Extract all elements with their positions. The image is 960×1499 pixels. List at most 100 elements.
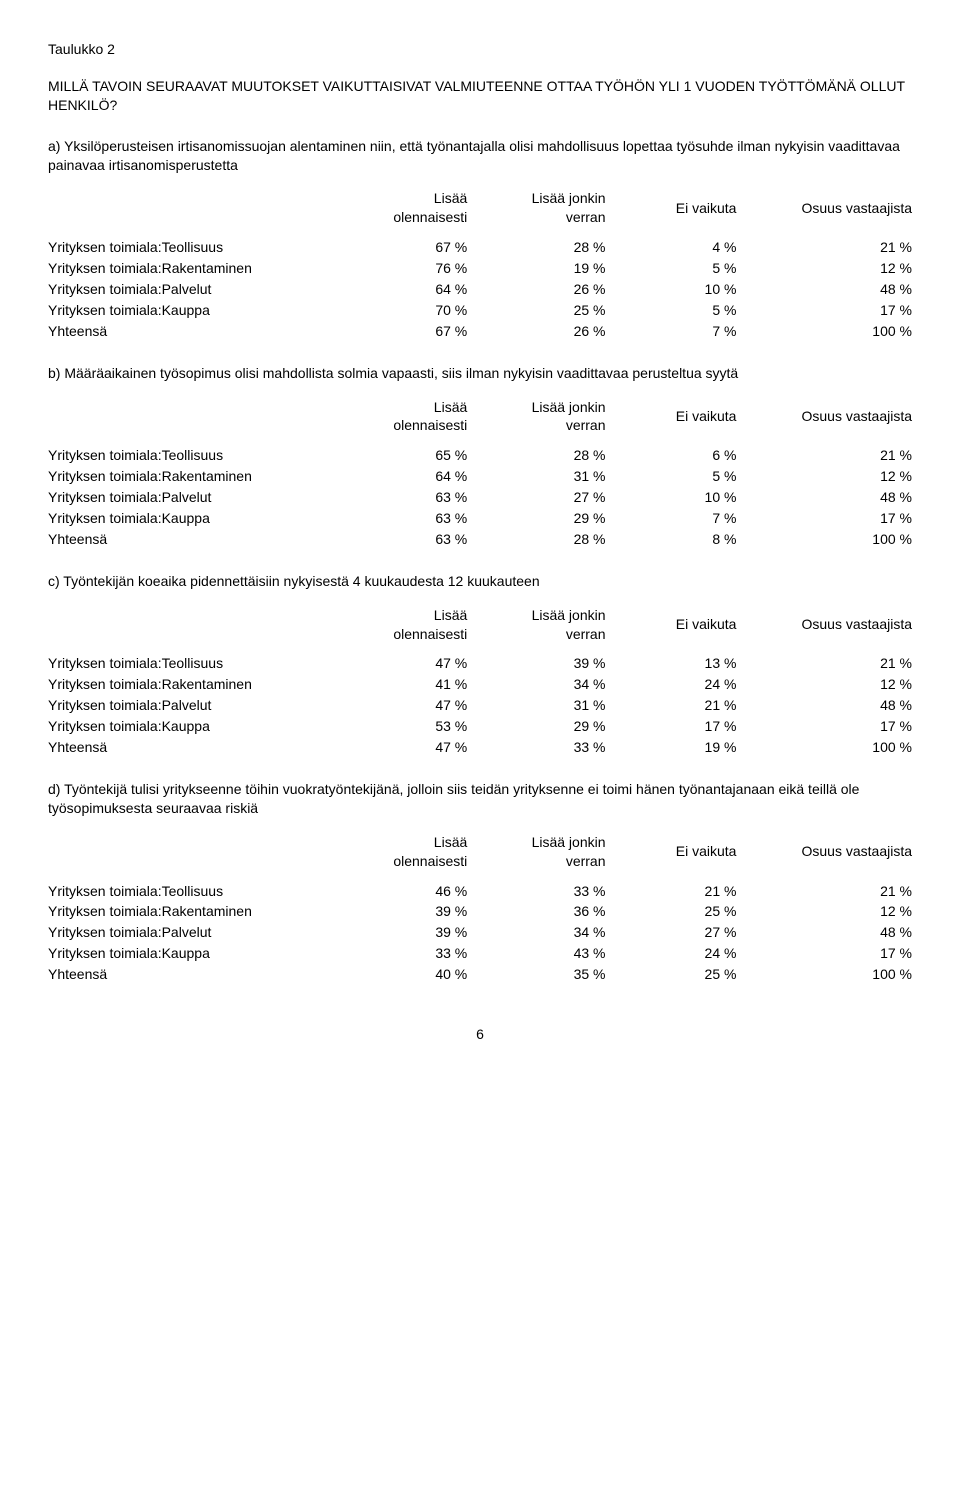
cell-value: 24 %: [636, 943, 757, 964]
cell-value: 39 %: [359, 901, 497, 922]
table-row: Yhteensä40 %35 %25 %100 %: [48, 964, 912, 985]
table-row: Yrityksen toimiala:Palvelut47 %31 %21 %4…: [48, 695, 912, 716]
section-description: a) Yksilöperusteisen irtisanomissuojan a…: [48, 137, 912, 175]
cell-value: 12 %: [756, 674, 912, 695]
header-col3: Ei vaikuta: [636, 188, 757, 237]
cell-value: 34 %: [497, 922, 635, 943]
header-col4: Osuus vastaajista: [756, 605, 912, 654]
row-label: Yrityksen toimiala:Teollisuus: [48, 237, 359, 258]
table-row: Yrityksen toimiala:Teollisuus67 %28 %4 %…: [48, 237, 912, 258]
cell-value: 5 %: [636, 300, 757, 321]
cell-value: 29 %: [497, 716, 635, 737]
table-row: Yrityksen toimiala:Rakentaminen76 %19 %5…: [48, 258, 912, 279]
row-label: Yrityksen toimiala:Rakentaminen: [48, 674, 359, 695]
row-label: Yrityksen toimiala:Teollisuus: [48, 653, 359, 674]
cell-value: 67 %: [359, 321, 497, 342]
row-label: Yrityksen toimiala:Palvelut: [48, 487, 359, 508]
cell-value: 39 %: [359, 922, 497, 943]
cell-value: 64 %: [359, 466, 497, 487]
header-col3: Ei vaikuta: [636, 397, 757, 446]
row-label: Yhteensä: [48, 321, 359, 342]
cell-value: 17 %: [636, 716, 757, 737]
row-label: Yhteensä: [48, 964, 359, 985]
row-label: Yrityksen toimiala:Palvelut: [48, 922, 359, 943]
row-label: Yrityksen toimiala:Rakentaminen: [48, 901, 359, 922]
cell-value: 17 %: [756, 300, 912, 321]
header-col4: Osuus vastaajista: [756, 397, 912, 446]
cell-value: 25 %: [636, 964, 757, 985]
cell-value: 13 %: [636, 653, 757, 674]
cell-value: 76 %: [359, 258, 497, 279]
cell-value: 47 %: [359, 737, 497, 758]
cell-value: 5 %: [636, 466, 757, 487]
header-col4: Osuus vastaajista: [756, 832, 912, 881]
table-row: Yrityksen toimiala:Kauppa63 %29 %7 %17 %: [48, 508, 912, 529]
data-table: Lisää olennaisestiLisää jonkin verranEi …: [48, 605, 912, 758]
row-label: Yrityksen toimiala:Teollisuus: [48, 881, 359, 902]
header-col4: Osuus vastaajista: [756, 188, 912, 237]
row-label: Yrityksen toimiala:Rakentaminen: [48, 466, 359, 487]
header-blank: [48, 188, 359, 237]
cell-value: 26 %: [497, 279, 635, 300]
cell-value: 33 %: [497, 881, 635, 902]
cell-value: 67 %: [359, 237, 497, 258]
table-header-row: Lisää olennaisestiLisää jonkin verranEi …: [48, 832, 912, 881]
cell-value: 47 %: [359, 695, 497, 716]
table-row: Yrityksen toimiala:Teollisuus47 %39 %13 …: [48, 653, 912, 674]
cell-value: 64 %: [359, 279, 497, 300]
cell-value: 19 %: [636, 737, 757, 758]
cell-value: 8 %: [636, 529, 757, 550]
data-table: Lisää olennaisestiLisää jonkin verranEi …: [48, 832, 912, 985]
cell-value: 12 %: [756, 901, 912, 922]
cell-value: 27 %: [497, 487, 635, 508]
table-number: Taulukko 2: [48, 40, 912, 59]
header-col2: Lisää jonkin verran: [497, 605, 635, 654]
cell-value: 70 %: [359, 300, 497, 321]
cell-value: 28 %: [497, 529, 635, 550]
table-row: Yrityksen toimiala:Kauppa53 %29 %17 %17 …: [48, 716, 912, 737]
cell-value: 63 %: [359, 487, 497, 508]
cell-value: 12 %: [756, 466, 912, 487]
cell-value: 31 %: [497, 695, 635, 716]
cell-value: 4 %: [636, 237, 757, 258]
row-label: Yhteensä: [48, 529, 359, 550]
header-col1: Lisää olennaisesti: [359, 832, 497, 881]
cell-value: 27 %: [636, 922, 757, 943]
cell-value: 12 %: [756, 258, 912, 279]
cell-value: 48 %: [756, 487, 912, 508]
header-col1: Lisää olennaisesti: [359, 188, 497, 237]
cell-value: 53 %: [359, 716, 497, 737]
data-table: Lisää olennaisestiLisää jonkin verranEi …: [48, 188, 912, 341]
row-label: Yrityksen toimiala:Kauppa: [48, 716, 359, 737]
main-question: MILLÄ TAVOIN SEURAAVAT MUUTOKSET VAIKUTT…: [48, 77, 912, 115]
header-col2: Lisää jonkin verran: [497, 397, 635, 446]
header-blank: [48, 832, 359, 881]
cell-value: 63 %: [359, 508, 497, 529]
cell-value: 5 %: [636, 258, 757, 279]
cell-value: 48 %: [756, 922, 912, 943]
cell-value: 21 %: [636, 695, 757, 716]
cell-value: 26 %: [497, 321, 635, 342]
cell-value: 28 %: [497, 445, 635, 466]
table-row: Yrityksen toimiala:Kauppa70 %25 %5 %17 %: [48, 300, 912, 321]
row-label: Yrityksen toimiala:Kauppa: [48, 943, 359, 964]
cell-value: 19 %: [497, 258, 635, 279]
table-row: Yhteensä63 %28 %8 %100 %: [48, 529, 912, 550]
data-table: Lisää olennaisestiLisää jonkin verranEi …: [48, 397, 912, 550]
cell-value: 17 %: [756, 716, 912, 737]
header-col2: Lisää jonkin verran: [497, 832, 635, 881]
cell-value: 28 %: [497, 237, 635, 258]
sections-container: a) Yksilöperusteisen irtisanomissuojan a…: [48, 137, 912, 985]
cell-value: 17 %: [756, 943, 912, 964]
table-row: Yrityksen toimiala:Rakentaminen41 %34 %2…: [48, 674, 912, 695]
cell-value: 100 %: [756, 737, 912, 758]
table-row: Yhteensä67 %26 %7 %100 %: [48, 321, 912, 342]
table-row: Yrityksen toimiala:Rakentaminen39 %36 %2…: [48, 901, 912, 922]
cell-value: 100 %: [756, 529, 912, 550]
cell-value: 10 %: [636, 279, 757, 300]
cell-value: 41 %: [359, 674, 497, 695]
table-header-row: Lisää olennaisestiLisää jonkin verranEi …: [48, 605, 912, 654]
cell-value: 40 %: [359, 964, 497, 985]
cell-value: 21 %: [756, 881, 912, 902]
cell-value: 65 %: [359, 445, 497, 466]
